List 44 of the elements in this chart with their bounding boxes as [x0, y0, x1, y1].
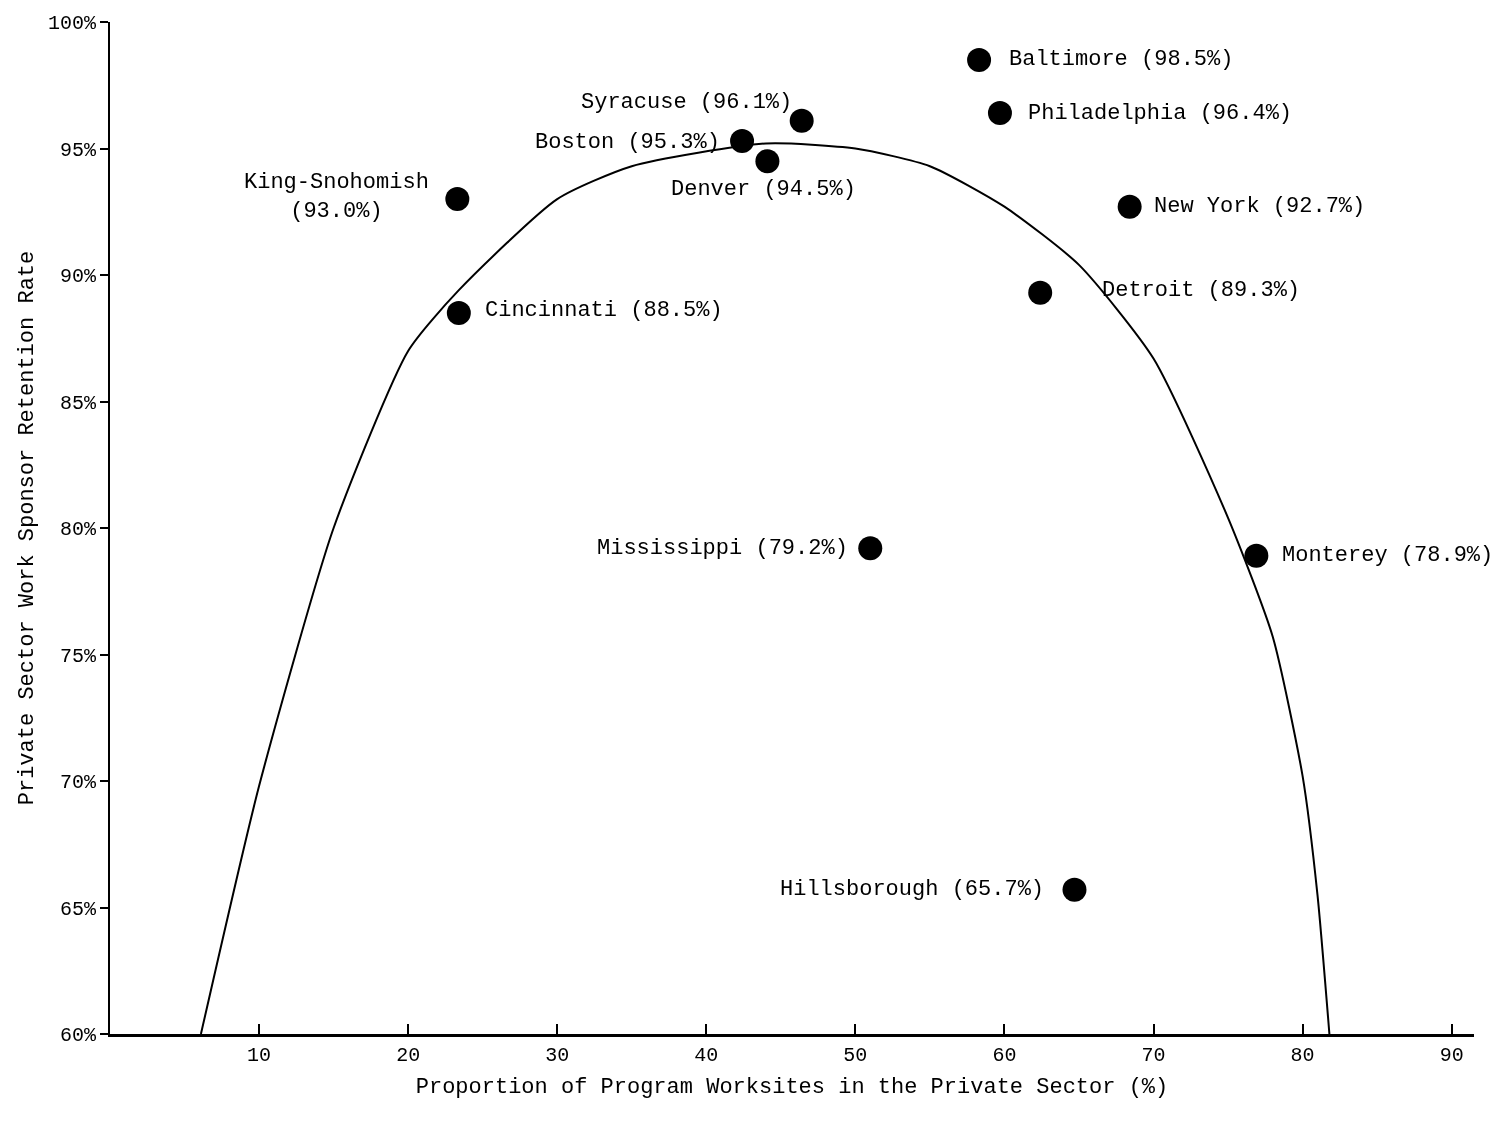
annotation: Syracuse (96.1%) — [581, 90, 793, 115]
annotation: New York (92.7%) — [1154, 194, 1366, 219]
annotation: Boston (95.3%) — [535, 130, 720, 155]
annotation: Baltimore (98.5%) — [1009, 47, 1234, 72]
point — [967, 47, 992, 72]
annotation: Denver (94.5%) — [671, 177, 856, 202]
x-tick-label: 40 — [694, 1044, 719, 1067]
y-tick-label: 100% — [47, 12, 97, 35]
annotation: Detroit (89.3%) — [1102, 278, 1301, 303]
x-tick-label: 60 — [992, 1044, 1017, 1067]
point — [445, 187, 470, 212]
annotation: King-Snohomish (93.0%) — [244, 170, 429, 224]
y-tick-label: 80% — [59, 518, 97, 541]
y-tick-label: 75% — [59, 644, 97, 668]
point — [987, 101, 1012, 126]
annotation: Monterey (78.9%) — [1282, 543, 1494, 568]
y-tick-label: 65% — [59, 897, 97, 921]
x-tick-label: 10 — [247, 1044, 272, 1067]
y-tick-label: 95% — [59, 138, 97, 162]
annotation: Mississippi (79.2%) — [597, 536, 848, 561]
point — [1244, 543, 1269, 568]
y-tick-label: 70% — [59, 771, 97, 794]
point — [1117, 194, 1142, 219]
annotation: Philadelphia (96.4%) — [1028, 101, 1293, 126]
annotation: Hillsborough (65.7%) — [780, 877, 1045, 902]
y-tick-label: 85% — [59, 391, 97, 415]
point — [755, 149, 780, 174]
x-tick-label: 20 — [396, 1044, 421, 1067]
annotation: Cincinnati (88.5%) — [485, 298, 723, 323]
point — [1028, 280, 1053, 305]
y-tick-label: 60% — [59, 1024, 97, 1047]
x-tick-label: 90 — [1439, 1044, 1464, 1067]
x-tick-label: 80 — [1290, 1044, 1315, 1067]
point — [789, 108, 814, 133]
y-axis-title: Private Sector Work Sponsor Retention Rate — [15, 250, 41, 806]
x-tick-label: 50 — [843, 1044, 868, 1067]
y-tick-label: 90% — [59, 265, 97, 288]
point — [1062, 877, 1087, 902]
x-tick-label: 70 — [1141, 1044, 1166, 1067]
point — [730, 128, 755, 153]
x-tick-label: 30 — [545, 1044, 570, 1067]
point — [446, 300, 471, 325]
x-axis-title: Proportion of Program Worksites in the Private Sector (%) — [415, 1074, 1169, 1100]
point — [858, 536, 883, 561]
